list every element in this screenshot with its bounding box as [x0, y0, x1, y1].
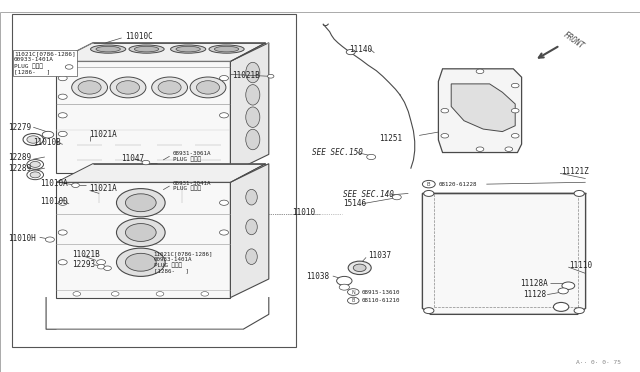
Circle shape	[58, 260, 67, 265]
Text: 08915-13610: 08915-13610	[362, 289, 400, 295]
Circle shape	[554, 302, 569, 311]
Circle shape	[125, 224, 156, 241]
Circle shape	[58, 230, 67, 235]
Ellipse shape	[176, 46, 200, 52]
Circle shape	[142, 160, 150, 165]
Text: FRONT: FRONT	[562, 30, 586, 51]
Text: 11021A: 11021A	[90, 130, 117, 139]
Circle shape	[23, 134, 44, 145]
Circle shape	[424, 308, 434, 314]
Text: 11140: 11140	[349, 45, 372, 54]
Text: 12289: 12289	[8, 153, 31, 162]
Circle shape	[367, 154, 376, 160]
Circle shape	[220, 200, 228, 205]
Circle shape	[353, 264, 366, 272]
Ellipse shape	[209, 45, 244, 53]
Text: 08931-3061A: 08931-3061A	[173, 151, 211, 156]
Circle shape	[73, 292, 81, 296]
Text: 11010C: 11010C	[125, 32, 152, 41]
Circle shape	[339, 284, 349, 290]
Circle shape	[220, 76, 228, 81]
Circle shape	[27, 170, 44, 180]
Text: 12289: 12289	[8, 164, 31, 173]
Circle shape	[348, 261, 371, 275]
Circle shape	[125, 253, 156, 271]
Circle shape	[268, 74, 274, 78]
Circle shape	[156, 292, 164, 296]
Circle shape	[42, 131, 54, 138]
Text: 11010A: 11010A	[40, 179, 67, 187]
Circle shape	[58, 76, 67, 81]
Circle shape	[476, 147, 484, 151]
Circle shape	[27, 136, 40, 143]
Circle shape	[562, 282, 575, 289]
Text: PLUG プラグ: PLUG プラグ	[173, 186, 201, 192]
Text: 11021C[0786-1286]
00933-1401A
PLUG プラグ
[1286-   ]: 11021C[0786-1286] 00933-1401A PLUG プラグ […	[14, 51, 76, 74]
Circle shape	[116, 248, 165, 276]
Circle shape	[441, 108, 449, 113]
Text: 11128: 11128	[524, 290, 547, 299]
Circle shape	[58, 113, 67, 118]
Circle shape	[220, 113, 228, 118]
Bar	[12, 14, 296, 347]
Circle shape	[346, 49, 355, 55]
Ellipse shape	[246, 219, 257, 235]
Circle shape	[422, 180, 435, 188]
Ellipse shape	[91, 45, 126, 53]
Text: 11121Z: 11121Z	[561, 167, 588, 176]
Ellipse shape	[246, 107, 260, 127]
Text: 15146: 15146	[343, 199, 366, 208]
Circle shape	[392, 195, 401, 200]
Circle shape	[30, 172, 40, 178]
Ellipse shape	[96, 46, 120, 52]
Text: N: N	[351, 289, 355, 295]
Text: 12279: 12279	[8, 123, 31, 132]
Text: 11038: 11038	[306, 272, 329, 280]
Ellipse shape	[246, 62, 260, 83]
Circle shape	[158, 81, 181, 94]
Circle shape	[45, 237, 54, 242]
Circle shape	[110, 77, 146, 98]
Circle shape	[58, 94, 67, 99]
Text: 11010D: 11010D	[40, 197, 67, 206]
Text: 11047: 11047	[122, 154, 145, 163]
Text: B: B	[351, 298, 355, 303]
Text: 11010B: 11010B	[33, 138, 61, 147]
Text: 11021C[0786-1286]: 11021C[0786-1286]	[154, 251, 213, 256]
Circle shape	[476, 69, 484, 74]
Circle shape	[72, 77, 108, 98]
Circle shape	[116, 189, 165, 217]
Circle shape	[441, 134, 449, 138]
Text: PLUG プラグ: PLUG プラグ	[154, 262, 182, 268]
Circle shape	[104, 266, 111, 270]
Circle shape	[196, 81, 220, 94]
Circle shape	[30, 161, 40, 167]
Circle shape	[348, 297, 359, 304]
Circle shape	[574, 190, 584, 196]
Text: 11110: 11110	[570, 262, 593, 270]
Polygon shape	[56, 182, 230, 298]
Circle shape	[111, 292, 119, 296]
Circle shape	[78, 81, 101, 94]
Circle shape	[58, 131, 67, 137]
Circle shape	[116, 81, 140, 94]
Circle shape	[97, 264, 105, 269]
Ellipse shape	[246, 85, 260, 105]
Circle shape	[72, 183, 79, 187]
Ellipse shape	[246, 249, 257, 264]
Ellipse shape	[246, 129, 260, 150]
Polygon shape	[56, 164, 266, 182]
Circle shape	[97, 260, 106, 265]
Text: SEE SEC.140: SEE SEC.140	[343, 190, 394, 199]
Circle shape	[558, 288, 568, 294]
Text: 11021B: 11021B	[72, 250, 99, 259]
Ellipse shape	[214, 46, 239, 52]
Ellipse shape	[246, 189, 257, 205]
Circle shape	[65, 65, 73, 69]
Circle shape	[574, 308, 584, 314]
Text: 08120-61228: 08120-61228	[438, 182, 477, 187]
Circle shape	[505, 147, 513, 151]
Text: SEE SEC.150: SEE SEC.150	[312, 148, 363, 157]
Polygon shape	[438, 69, 522, 153]
Circle shape	[27, 160, 44, 169]
